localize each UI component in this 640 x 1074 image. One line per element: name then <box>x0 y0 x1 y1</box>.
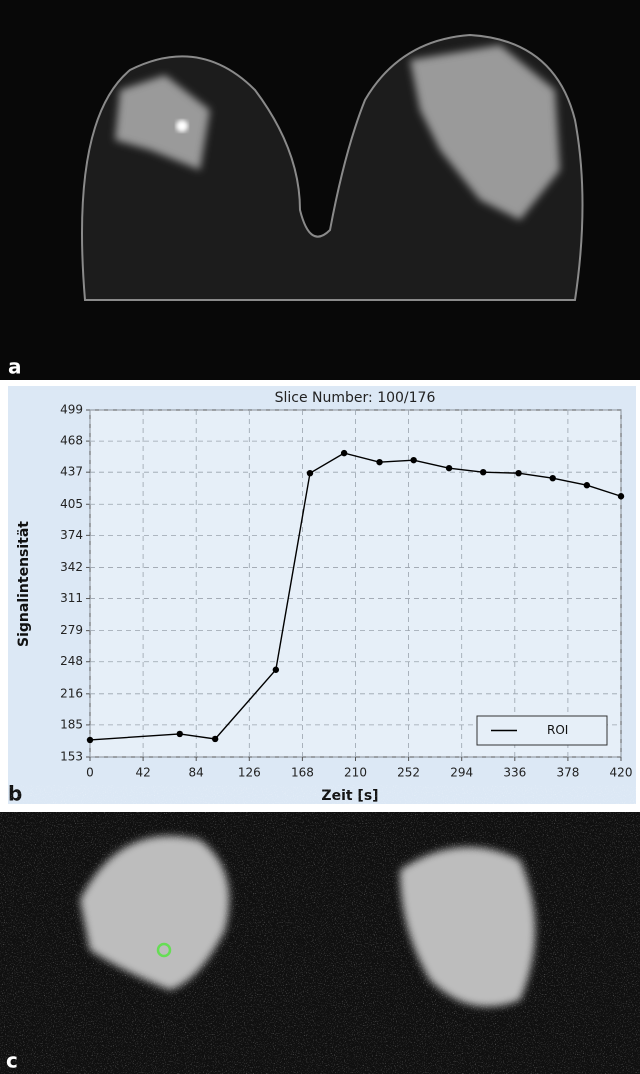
y-tick-label: 405 <box>60 497 83 511</box>
y-tick-label: 248 <box>60 654 83 668</box>
panel-label: c <box>6 1049 18 1073</box>
point <box>87 737 93 743</box>
point <box>480 469 486 475</box>
panel-a: a <box>0 0 640 380</box>
point <box>341 450 347 456</box>
y-tick-label: 468 <box>60 434 83 448</box>
point <box>550 475 556 481</box>
y-tick-label: 374 <box>60 528 83 542</box>
y-tick-label: 216 <box>60 686 83 700</box>
panel-label: a <box>8 355 22 379</box>
point <box>618 493 624 499</box>
chart-title: Slice Number: 100/176 <box>275 390 436 406</box>
point <box>177 731 183 737</box>
x-tick-label: 0 <box>86 766 94 780</box>
x-tick-label: 294 <box>450 766 473 780</box>
x-tick-label: 252 <box>397 766 420 780</box>
x-tick-label: 210 <box>344 766 367 780</box>
panel-b: Slice Number: 100/176 Zeit [s] Signalint… <box>0 383 640 807</box>
figure: a Slice Number: 100/176 Zeit [s] Signali… <box>0 0 640 1074</box>
y-tick-label: 185 <box>60 717 83 731</box>
y-axis-label: Signalintensität <box>16 521 32 647</box>
point <box>376 459 382 465</box>
y-tick-label: 499 <box>60 403 83 417</box>
point <box>212 736 218 742</box>
legend-label: ROI <box>547 723 568 737</box>
point <box>515 470 521 476</box>
x-axis-label: Zeit [s] <box>321 788 378 804</box>
x-tick-label: 420 <box>610 766 633 780</box>
panel-label: b <box>8 782 22 806</box>
panel-c: c <box>0 812 640 1074</box>
y-tick-label: 342 <box>60 560 83 574</box>
point <box>410 457 416 463</box>
lesion <box>176 120 188 132</box>
point <box>273 667 279 673</box>
x-tick-label: 168 <box>291 766 314 780</box>
point <box>446 465 452 471</box>
x-tick-label: 42 <box>135 766 150 780</box>
y-tick-label: 437 <box>60 465 83 479</box>
point <box>584 482 590 488</box>
x-tick-label: 84 <box>189 766 204 780</box>
x-tick-label: 126 <box>238 766 261 780</box>
x-tick-label: 378 <box>556 766 579 780</box>
point <box>307 470 313 476</box>
x-tick-label: 336 <box>503 766 526 780</box>
y-tick-label: 279 <box>60 623 83 637</box>
y-tick-label: 153 <box>60 750 83 764</box>
y-tick-label: 311 <box>60 591 83 605</box>
